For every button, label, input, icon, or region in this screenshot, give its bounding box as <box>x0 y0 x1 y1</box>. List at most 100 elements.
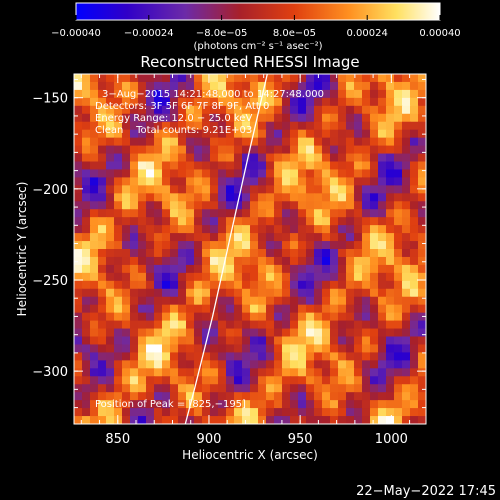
heatmap-cell <box>202 328 211 338</box>
heatmap-cell <box>402 209 411 218</box>
heatmap-cell <box>98 408 107 417</box>
heatmap-cell <box>394 328 403 338</box>
heatmap-cell <box>234 352 243 361</box>
heatmap-cell <box>114 153 123 163</box>
heatmap-cell <box>194 400 203 409</box>
heatmap-cell <box>338 400 347 409</box>
heatmap-cell <box>218 113 227 123</box>
heatmap-cell <box>346 360 355 369</box>
heatmap-cell <box>322 344 331 353</box>
heatmap-cell <box>410 81 419 91</box>
heatmap-cell <box>418 153 426 163</box>
heatmap-cell <box>266 384 275 393</box>
heatmap-cell <box>242 193 251 202</box>
heatmap-cell <box>338 161 347 171</box>
heatmap-cell <box>106 185 115 194</box>
heatmap-cell <box>362 296 371 306</box>
heatmap-cell <box>298 233 307 242</box>
heatmap-cell <box>98 249 107 258</box>
heatmap-cell <box>274 74 283 83</box>
heatmap-cell <box>418 89 426 99</box>
heatmap-cell <box>210 272 219 282</box>
heatmap-cell <box>338 145 347 155</box>
heatmap-cell <box>114 352 123 361</box>
heatmap-cell <box>274 376 283 385</box>
heatmap-cell <box>186 217 195 226</box>
heatmap-cell <box>114 89 123 99</box>
heatmap-cell <box>122 145 131 155</box>
heatmap-cell <box>306 320 315 330</box>
heatmap-cell <box>130 105 139 115</box>
heatmap-cell <box>314 209 323 218</box>
heatmap-cell <box>178 233 187 242</box>
heatmap-cell <box>394 177 403 186</box>
heatmap-cell <box>162 368 171 377</box>
heatmap-cell <box>314 352 323 361</box>
heatmap-cell <box>154 352 163 361</box>
heatmap-cell <box>314 193 323 202</box>
heatmap-cell <box>274 121 283 131</box>
heatmap-cell <box>314 201 323 210</box>
heatmap-cell <box>386 185 395 194</box>
heatmap-cell <box>138 113 147 123</box>
heatmap-cell <box>82 264 91 274</box>
heatmap-cell <box>194 185 203 194</box>
heatmap-cell <box>402 368 411 377</box>
heatmap-cell <box>298 328 307 338</box>
heatmap-cell <box>258 74 267 83</box>
heatmap-cell <box>194 233 203 242</box>
heatmap-cell <box>186 185 195 194</box>
heatmap-cell <box>378 137 387 147</box>
heatmap-cell <box>74 296 83 306</box>
heatmap-cell <box>82 113 91 123</box>
heatmap-cell <box>250 121 259 131</box>
heatmap-cell <box>402 384 411 393</box>
heatmap-cell <box>362 312 371 322</box>
heatmap-cell <box>146 74 155 83</box>
heatmap-cell <box>178 360 187 369</box>
heatmap-cell <box>82 153 91 163</box>
heatmap-cell <box>74 408 83 417</box>
heatmap-cell <box>258 233 267 242</box>
heatmap-cell <box>98 193 107 202</box>
heatmap-cell <box>218 368 227 377</box>
heatmap-cell <box>378 336 387 346</box>
heatmap-cell <box>314 129 323 139</box>
heatmap-cell <box>106 169 115 178</box>
heatmap-cell <box>114 81 123 91</box>
heatmap-cell <box>394 121 403 131</box>
heatmap-cell <box>90 153 99 163</box>
heatmap-cell <box>370 328 379 338</box>
heatmap-cell <box>354 400 363 409</box>
heatmap-cell <box>322 233 331 242</box>
heatmap-cell <box>130 352 139 361</box>
heatmap-cell <box>194 97 203 107</box>
heatmap-cell <box>386 201 395 210</box>
heatmap-cell <box>234 209 243 218</box>
heatmap-cell <box>266 97 275 107</box>
heatmap-cell <box>130 185 139 194</box>
heatmap-cell <box>386 241 395 250</box>
heatmap-cell <box>194 137 203 147</box>
heatmap-cell <box>362 384 371 393</box>
heatmap-cell <box>378 225 387 234</box>
heatmap-cell <box>154 280 163 290</box>
heatmap-cell <box>98 145 107 155</box>
heatmap-cell <box>226 384 235 393</box>
heatmap-cell <box>130 320 139 330</box>
heatmap-cell <box>266 241 275 250</box>
heatmap-cell <box>154 256 163 266</box>
heatmap-cell <box>410 352 419 361</box>
heatmap-cell <box>330 328 339 338</box>
heatmap-cell <box>242 280 251 290</box>
heatmap-cell <box>186 360 195 369</box>
heatmap-cell <box>298 97 307 107</box>
heatmap-cell <box>210 105 219 115</box>
heatmap-cell <box>386 177 395 186</box>
heatmap-cell <box>306 249 315 258</box>
heatmap-cell <box>162 121 171 131</box>
heatmap-cell <box>98 241 107 250</box>
heatmap-cell <box>162 153 171 163</box>
heatmap-cell <box>306 105 315 115</box>
heatmap-cell <box>250 408 259 417</box>
